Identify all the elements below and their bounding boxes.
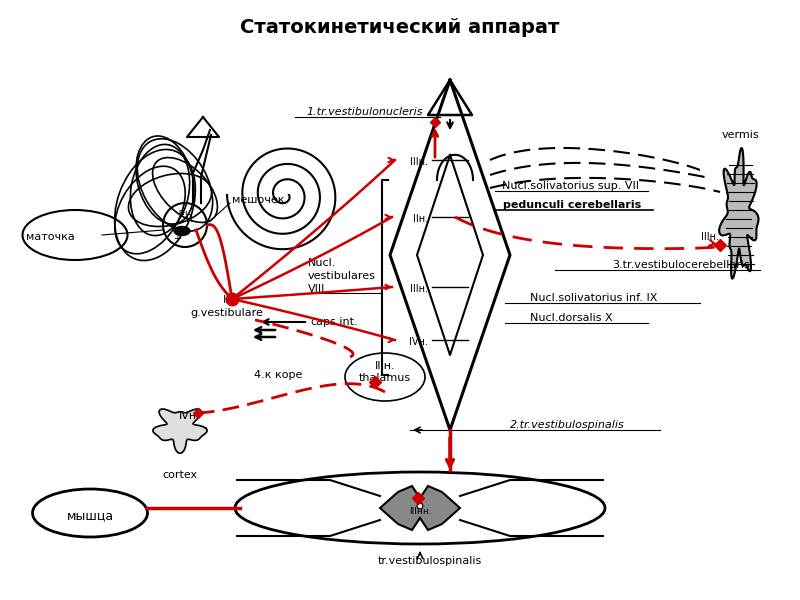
Polygon shape [719,148,758,278]
Text: IIIн.: IIIн. [701,232,719,242]
Text: Nucl.solivatorius inf. IX: Nucl.solivatorius inf. IX [530,293,658,303]
Text: R: R [186,214,193,224]
Text: caps.int.: caps.int. [310,317,358,327]
Text: IIIн.
thalamus: IIIн. thalamus [359,361,411,383]
Text: Rн: Rн [178,210,188,216]
Text: Статокинетический аппарат: Статокинетический аппарат [240,18,560,37]
Text: 2.tr.vestibulospinalis: 2.tr.vestibulospinalis [510,420,625,430]
Text: vestibulares: vestibulares [308,271,376,281]
Polygon shape [380,486,460,530]
Text: IIIн.: IIIн. [410,284,428,294]
Text: +: + [173,234,181,244]
Text: pedunculi cerebellaris: pedunculi cerebellaris [503,200,641,210]
Text: cortex: cortex [162,470,198,480]
Text: 1.tr.vestibulonucleris: 1.tr.vestibulonucleris [306,107,423,117]
Circle shape [417,503,423,509]
Text: IIIн.: IIIн. [410,157,428,167]
Text: g.vestibulare: g.vestibulare [190,308,263,318]
Text: Nucl.solivatorius sup. VII: Nucl.solivatorius sup. VII [502,181,638,191]
Text: 3.tr.vestibulocerebellaris: 3.tr.vestibulocerebellaris [612,260,750,270]
Text: мышца: мышца [66,509,114,523]
Text: маточка: маточка [26,232,74,242]
Text: IIIнн.: IIIнн. [409,508,431,517]
Text: VIII: VIII [308,284,326,294]
Polygon shape [153,409,207,453]
Text: Nucl.dorsalis X: Nucl.dorsalis X [530,313,613,323]
Text: tr.vestibulospinalis: tr.vestibulospinalis [378,556,482,566]
Text: 4.к коре: 4.к коре [254,370,302,380]
Text: Iн.: Iн. [223,295,237,305]
Text: IIн.: IIн. [413,214,428,224]
Text: мешочек: мешочек [232,195,285,205]
Text: Nucl.: Nucl. [308,258,336,268]
Text: IVн.: IVн. [179,411,201,421]
Text: vermis: vermis [721,130,759,140]
Text: IVн.: IVн. [409,337,428,347]
Ellipse shape [174,226,190,235]
